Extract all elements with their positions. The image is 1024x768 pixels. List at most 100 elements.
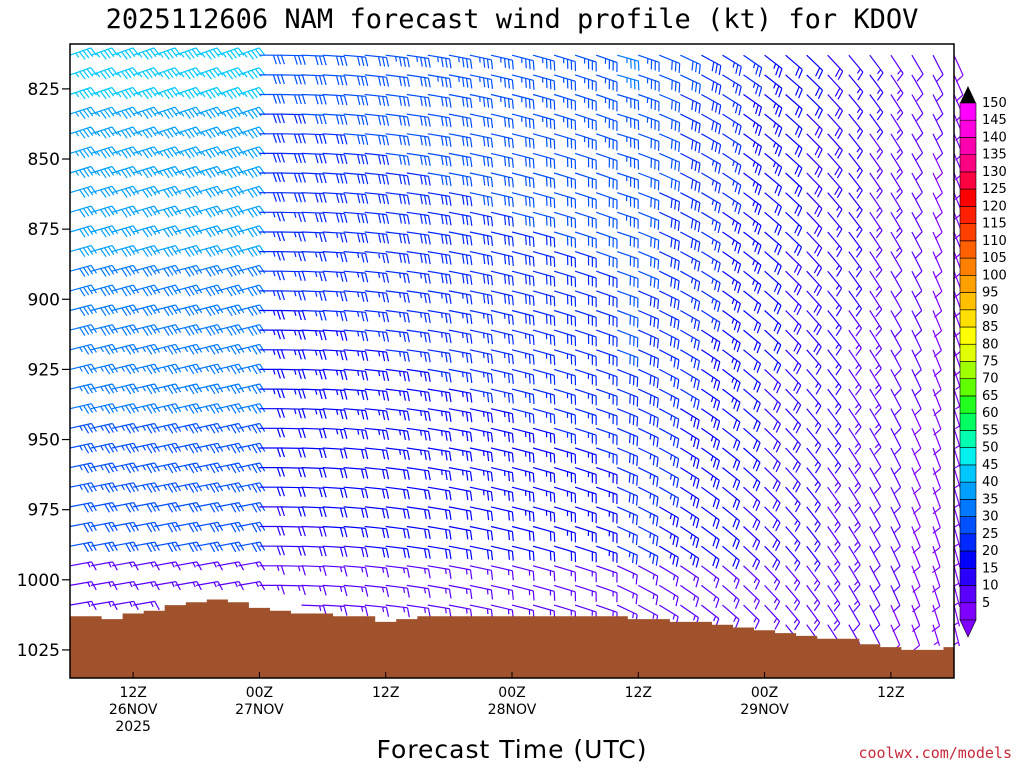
wind-barb xyxy=(785,270,802,296)
wind-barb xyxy=(701,447,720,470)
wind-barb xyxy=(806,133,823,159)
wind-barb xyxy=(617,152,639,170)
wind-barb xyxy=(385,486,410,500)
wind-barb xyxy=(806,486,821,513)
wind-barb xyxy=(511,525,535,542)
wind-barb xyxy=(659,368,680,390)
wind-barb xyxy=(574,93,597,111)
wind-barb xyxy=(280,211,306,223)
wind-barb xyxy=(69,264,97,277)
wind-barb xyxy=(132,106,161,119)
wind-barb xyxy=(154,67,182,80)
wind-barb xyxy=(932,212,943,240)
wind-barb xyxy=(532,172,556,189)
wind-barb xyxy=(827,74,844,100)
wind-barb xyxy=(722,408,741,432)
wind-barb xyxy=(469,309,494,325)
wind-barb xyxy=(553,192,577,209)
wind-barb xyxy=(890,54,904,82)
wind-barb xyxy=(406,270,431,284)
wind-barb xyxy=(322,408,348,420)
speed-colorbar: 5 10 15 20 25 30 35 40 45 50 55 60 65 70 75 80 85 90 95 100… xyxy=(959,86,1007,638)
wind-barb xyxy=(511,133,535,149)
wind-barb xyxy=(953,565,961,588)
wind-barb xyxy=(701,270,721,293)
wind-barb xyxy=(574,349,597,367)
wind-barb xyxy=(343,152,369,165)
wind-barb xyxy=(280,290,306,301)
wind-barb xyxy=(364,427,390,441)
wind-barb xyxy=(701,152,722,174)
wind-barb xyxy=(680,545,700,568)
wind-barb xyxy=(743,408,761,433)
wind-barb xyxy=(890,290,903,318)
wind-barb xyxy=(490,565,514,581)
wind-barb xyxy=(722,172,742,195)
wind-barb xyxy=(680,525,700,548)
wind-barb xyxy=(553,231,577,248)
wind-barb xyxy=(427,545,452,560)
colorbar-swatch xyxy=(959,361,977,380)
wind-barb xyxy=(238,304,266,317)
wind-barb xyxy=(553,565,577,582)
wind-barb xyxy=(806,211,823,237)
wind-barb xyxy=(743,192,762,216)
wind-barb xyxy=(406,604,431,618)
wind-barb xyxy=(322,231,348,243)
wind-barb xyxy=(743,565,761,590)
wind-barb xyxy=(343,290,369,303)
wind-barb xyxy=(869,388,882,416)
wind-barb xyxy=(90,165,119,179)
wind-barb xyxy=(638,506,659,527)
wind-barb xyxy=(259,467,285,477)
wind-barb xyxy=(490,329,514,345)
wind-barb xyxy=(427,427,452,442)
terrain-fill xyxy=(70,599,954,678)
wind-barb xyxy=(469,368,494,384)
wind-barb xyxy=(722,152,742,175)
colorbar-max-arrow xyxy=(960,86,976,103)
wind-barb xyxy=(301,54,327,66)
wind-barb xyxy=(427,565,452,579)
wind-barb xyxy=(743,172,762,196)
wind-barb xyxy=(343,270,369,283)
wind-barb xyxy=(785,172,803,197)
wind-barb xyxy=(259,113,285,124)
wind-barb xyxy=(69,165,97,179)
wind-barb xyxy=(785,526,801,552)
wind-barb xyxy=(364,329,390,342)
wind-barb xyxy=(90,343,119,355)
wind-barb xyxy=(343,565,369,577)
wind-barb xyxy=(238,264,266,277)
wind-barb xyxy=(322,525,348,538)
wind-barb xyxy=(343,54,369,67)
wind-barb xyxy=(406,388,431,402)
wind-barb xyxy=(385,152,410,166)
wind-barb xyxy=(701,545,720,569)
wind-barb xyxy=(259,545,285,556)
wind-barb xyxy=(617,172,639,190)
wind-barb xyxy=(90,86,119,100)
wind-barb xyxy=(154,47,182,60)
wind-barb xyxy=(701,584,720,608)
wind-barb xyxy=(427,309,452,324)
wind-barb xyxy=(111,67,140,80)
wind-barb xyxy=(701,133,722,155)
wind-barb xyxy=(511,309,535,326)
wind-barb xyxy=(911,251,923,279)
wind-barb xyxy=(175,225,203,238)
colorbar-label: 150 xyxy=(982,96,1007,111)
wind-barb xyxy=(132,205,161,218)
wind-barb xyxy=(553,152,577,170)
colorbar-swatch xyxy=(959,412,977,431)
wind-barb xyxy=(806,172,823,198)
wind-barb xyxy=(911,310,923,338)
wind-barb xyxy=(574,231,597,249)
wind-barb xyxy=(722,329,741,353)
wind-barb xyxy=(490,54,514,70)
colorbar-swatch xyxy=(959,499,977,517)
wind-barb xyxy=(638,54,660,72)
wind-barb xyxy=(511,408,535,424)
wind-barb xyxy=(132,146,161,159)
wind-barb xyxy=(701,388,721,411)
